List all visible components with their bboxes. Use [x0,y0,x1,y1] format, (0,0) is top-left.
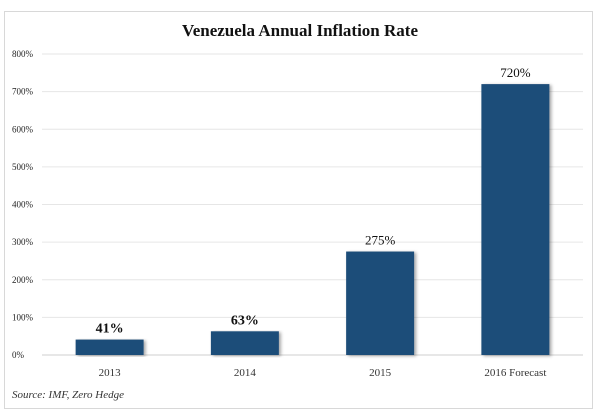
y-tick-label: 600% [12,124,34,134]
bar-2016-forecast [481,84,550,355]
y-tick-label: 500% [12,162,34,172]
x-tick-label: 2013 [99,367,122,379]
y-tick-label: 0% [12,350,25,360]
y-tick-label: 200% [12,275,34,285]
y-tick-label: 800% [12,49,34,59]
data-label: 720% [500,65,531,80]
source-note: Source: IMF, Zero Hedge [12,389,124,401]
chart-title: Venezuela Annual Inflation Rate [182,21,418,40]
y-tick-label: 400% [12,200,34,210]
x-tick-label: 2016 Forecast [484,367,546,379]
y-tick-label: 300% [12,237,34,247]
data-label: 41% [96,322,124,337]
chart-frame [4,11,593,409]
bar-2015 [346,251,415,355]
bar-2013 [75,339,144,355]
data-label: 63% [231,313,259,328]
bar-2014 [210,331,279,355]
x-tick-label: 2014 [234,367,257,379]
data-label: 275% [365,233,396,248]
x-tick-label: 2015 [369,367,392,379]
y-tick-label: 700% [12,87,34,97]
y-tick-label: 100% [12,312,34,322]
